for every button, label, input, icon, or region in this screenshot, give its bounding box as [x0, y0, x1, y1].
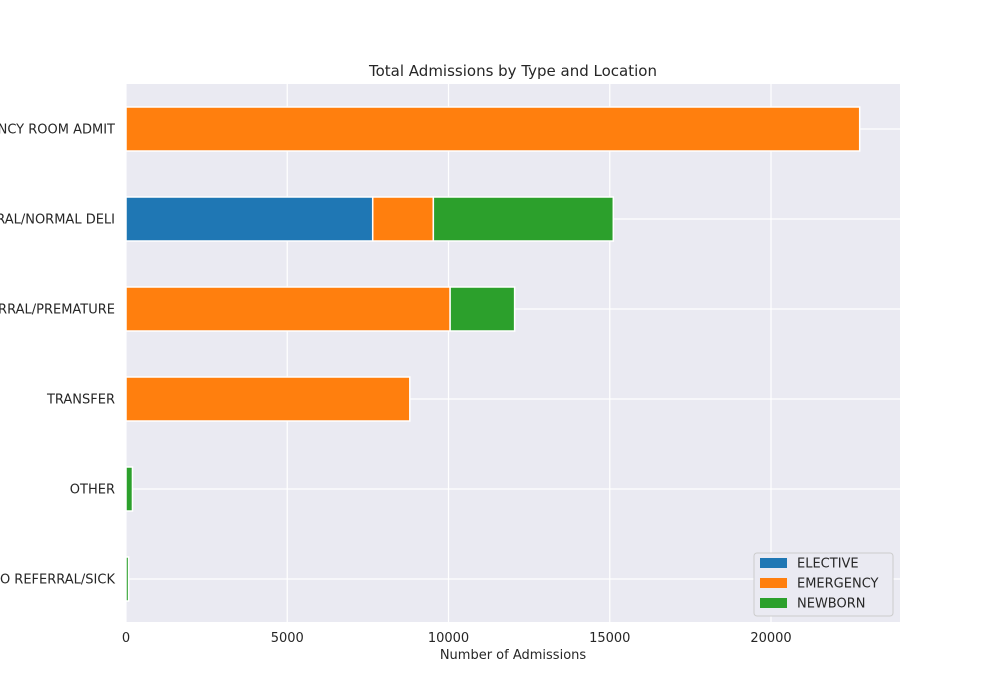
bar-newborn-2 [449, 286, 516, 332]
legend-label-emergency: EMERGENCY [797, 577, 879, 592]
y-tick-label: PHYS REFERRAL/NORMAL DELI [0, 213, 115, 228]
bar-emergency-1 [371, 196, 435, 242]
x-tick-label: 20000 [750, 631, 791, 646]
bar-newborn-5 [125, 556, 130, 602]
x-tick-label: 10000 [428, 631, 469, 646]
legend: ELECTIVE EMERGENCY NEWBORN [753, 552, 894, 617]
x-tick-label: 15000 [589, 631, 630, 646]
plot-background [126, 84, 900, 622]
legend-swatch-elective [760, 558, 787, 568]
y-tick-label: EMERGENCY ROOM ADMIT [0, 123, 115, 138]
bar-emergency-3 [125, 376, 411, 422]
y-tick-label: HMO REFERRAL/SICK [0, 573, 115, 588]
legend-frame [753, 552, 894, 617]
x-tick-label: 5000 [271, 631, 304, 646]
bars [125, 106, 861, 602]
bar-newborn-4 [125, 466, 134, 512]
bar-elective-1 [125, 196, 374, 242]
chart-title: Total Admissions by Type and Location [368, 62, 657, 80]
y-tick-label: TRANSFER [46, 393, 115, 408]
x-axis-title: Number of Admissions [440, 648, 587, 663]
legend-label-newborn: NEWBORN [797, 597, 865, 612]
x-tick-labels: 0 5000 10000 15000 20000 [122, 631, 792, 646]
x-tick-label: 0 [122, 631, 130, 646]
y-tick-label: CLINIC REFERRAL/PREMATURE [0, 303, 115, 318]
legend-swatch-emergency [760, 578, 787, 588]
bar-emergency-0 [125, 106, 861, 152]
legend-label-elective: ELECTIVE [797, 557, 859, 572]
y-tick-label: OTHER [70, 483, 115, 498]
bar-emergency-2 [125, 286, 451, 332]
y-tick-labels: EMERGENCY ROOM ADMIT PHYS REFERRAL/NORMAL… [0, 123, 115, 588]
bar-newborn-1 [432, 196, 615, 242]
legend-swatch-newborn [760, 598, 787, 608]
